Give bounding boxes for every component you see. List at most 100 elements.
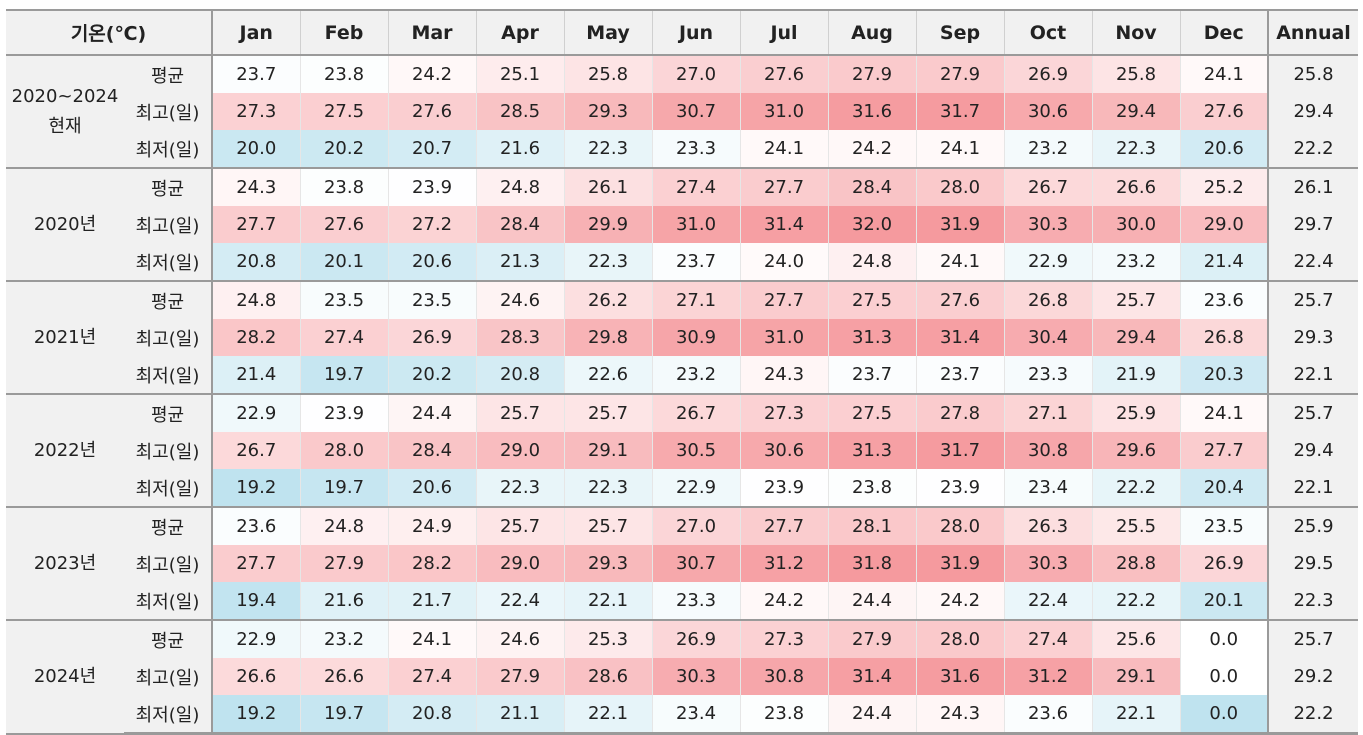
value-cell: 30.3 <box>1004 206 1093 243</box>
stat-label: 평균 <box>124 281 213 319</box>
value-cell: 23.6 <box>1004 695 1093 735</box>
value-cell: 30.3 <box>652 658 741 695</box>
stat-label: 평균 <box>124 168 213 206</box>
table-row: 최고(일) 26.7 28.0 28.4 29.0 29.1 30.5 30.6 31.3 31.… <box>6 432 1358 469</box>
value-cell: 26.6 <box>212 658 301 695</box>
value-cell: 26.6 <box>300 658 389 695</box>
table-row: 최저(일) 20.0 20.2 20.7 21.6 22.3 23.3 24.1 24.2 24.… <box>6 130 1358 169</box>
value-cell: 21.1 <box>476 695 565 735</box>
value-cell: 25.2 <box>1180 168 1269 206</box>
value-cell: 27.9 <box>476 658 565 695</box>
value-cell: 25.7 <box>476 507 565 545</box>
value-cell: 20.0 <box>212 130 301 169</box>
value-cell: 23.9 <box>300 394 389 432</box>
value-cell: 0.0 <box>1180 620 1269 658</box>
value-cell: 23.9 <box>388 168 477 206</box>
table-row: 2020년 평균 24.3 23.8 23.9 24.8 26.1 27.4 27.7 28.4 2… <box>6 168 1358 282</box>
value-cell: 27.7 <box>212 545 301 582</box>
table-row: 2023년 평균 23.6 24.8 24.9 25.7 25.7 27.0 27.7 28.1 2… <box>6 507 1358 621</box>
value-cell: 27.6 <box>740 55 829 93</box>
value-cell: 23.8 <box>300 55 389 93</box>
value-cell: 31.0 <box>740 319 829 356</box>
month-header-apr: Apr <box>476 9 565 56</box>
stat-label: 최고(일) <box>124 432 213 469</box>
value-cell: 30.4 <box>1004 319 1093 356</box>
table-body: 2020~2024 현재 평균 23.7 23.8 24.2 25.1 25.8 27.0 27… <box>6 55 1358 735</box>
value-cell: 20.2 <box>300 130 389 169</box>
table-row: 최고(일) 28.2 27.4 26.9 28.3 29.8 30.9 31.0 31.3 31.… <box>6 319 1358 356</box>
value-cell: 20.8 <box>212 243 301 282</box>
value-cell: 23.6 <box>1180 281 1269 319</box>
period-label: 2024년 <box>6 620 124 735</box>
stat-label: 최저(일) <box>124 243 213 282</box>
value-cell: 29.1 <box>1092 658 1181 695</box>
value-cell: 28.4 <box>388 432 477 469</box>
value-cell: 23.9 <box>740 469 829 508</box>
value-cell: 28.8 <box>1092 545 1181 582</box>
value-cell: 27.5 <box>828 281 917 319</box>
value-cell: 20.1 <box>300 243 389 282</box>
value-cell: 23.6 <box>212 507 301 545</box>
annual-cell: 25.9 <box>1267 507 1358 545</box>
period-label: 2023년 <box>6 507 124 621</box>
value-cell: 25.6 <box>1092 620 1181 658</box>
value-cell: 27.7 <box>212 206 301 243</box>
value-cell: 23.7 <box>212 55 301 93</box>
value-cell: 23.4 <box>652 695 741 735</box>
value-cell: 31.0 <box>652 206 741 243</box>
value-cell: 27.1 <box>652 281 741 319</box>
value-cell: 27.5 <box>300 93 389 130</box>
value-cell: 26.1 <box>564 168 653 206</box>
value-cell: 30.8 <box>740 658 829 695</box>
table-row: 2022년 평균 22.9 23.9 24.4 25.7 25.7 26.7 27.3 27.5 2… <box>6 394 1358 508</box>
annual-cell: 29.3 <box>1267 319 1358 356</box>
table-row: 최고(일) 27.3 27.5 27.6 28.5 29.3 30.7 31.0 31.6 31.… <box>6 93 1358 130</box>
value-cell: 25.7 <box>1092 281 1181 319</box>
annual-cell: 29.7 <box>1267 206 1358 243</box>
value-cell: 27.8 <box>916 394 1005 432</box>
value-cell: 24.8 <box>828 243 917 282</box>
value-cell: 29.1 <box>564 432 653 469</box>
value-cell: 19.4 <box>212 582 301 621</box>
annual-cell: 22.1 <box>1267 469 1358 508</box>
annual-cell: 25.7 <box>1267 394 1358 432</box>
value-cell: 28.5 <box>476 93 565 130</box>
value-cell: 24.1 <box>740 130 829 169</box>
value-cell: 23.2 <box>300 620 389 658</box>
value-cell: 28.1 <box>828 507 917 545</box>
value-cell: 24.1 <box>1180 394 1269 432</box>
stat-label: 최저(일) <box>124 695 213 735</box>
annual-cell: 29.2 <box>1267 658 1358 695</box>
value-cell: 27.3 <box>212 93 301 130</box>
value-cell: 27.2 <box>388 206 477 243</box>
value-cell: 22.2 <box>1092 582 1181 621</box>
value-cell: 27.3 <box>740 394 829 432</box>
value-cell: 25.3 <box>564 620 653 658</box>
value-cell: 20.3 <box>1180 356 1269 395</box>
table-header: 기온(℃) Jan Feb Mar Apr May Jun Jul Aug Sep Oct Nov D… <box>6 9 1358 56</box>
month-header-aug: Aug <box>828 9 917 56</box>
month-header-jul: Jul <box>740 9 829 56</box>
value-cell: 27.7 <box>740 507 829 545</box>
value-cell: 21.3 <box>476 243 565 282</box>
month-header-may: May <box>564 9 653 56</box>
annual-cell: 25.8 <box>1267 55 1358 93</box>
value-cell: 22.4 <box>476 582 565 621</box>
value-cell: 31.6 <box>916 658 1005 695</box>
value-cell: 24.6 <box>476 620 565 658</box>
value-cell: 20.6 <box>388 243 477 282</box>
value-cell: 26.9 <box>388 319 477 356</box>
value-cell: 25.8 <box>1092 55 1181 93</box>
value-cell: 29.3 <box>564 93 653 130</box>
value-cell: 25.1 <box>476 55 565 93</box>
value-cell: 28.0 <box>916 620 1005 658</box>
value-cell: 29.3 <box>564 545 653 582</box>
annual-cell: 29.5 <box>1267 545 1358 582</box>
value-cell: 26.8 <box>1180 319 1269 356</box>
value-cell: 25.7 <box>476 394 565 432</box>
value-cell: 27.9 <box>300 545 389 582</box>
value-cell: 19.2 <box>212 469 301 508</box>
value-cell: 23.7 <box>916 356 1005 395</box>
value-cell: 25.8 <box>564 55 653 93</box>
value-cell: 20.7 <box>388 130 477 169</box>
